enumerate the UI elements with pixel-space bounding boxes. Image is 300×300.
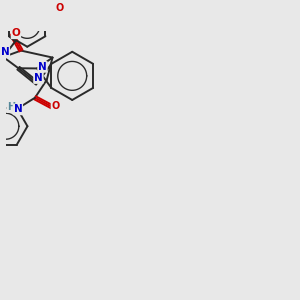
Text: N: N	[38, 62, 47, 72]
Text: H: H	[7, 102, 15, 112]
Text: O: O	[55, 3, 64, 13]
Text: O: O	[51, 101, 60, 111]
Text: O: O	[11, 28, 20, 38]
Text: N: N	[14, 104, 22, 114]
Text: N: N	[1, 47, 9, 57]
Text: N: N	[34, 73, 43, 83]
